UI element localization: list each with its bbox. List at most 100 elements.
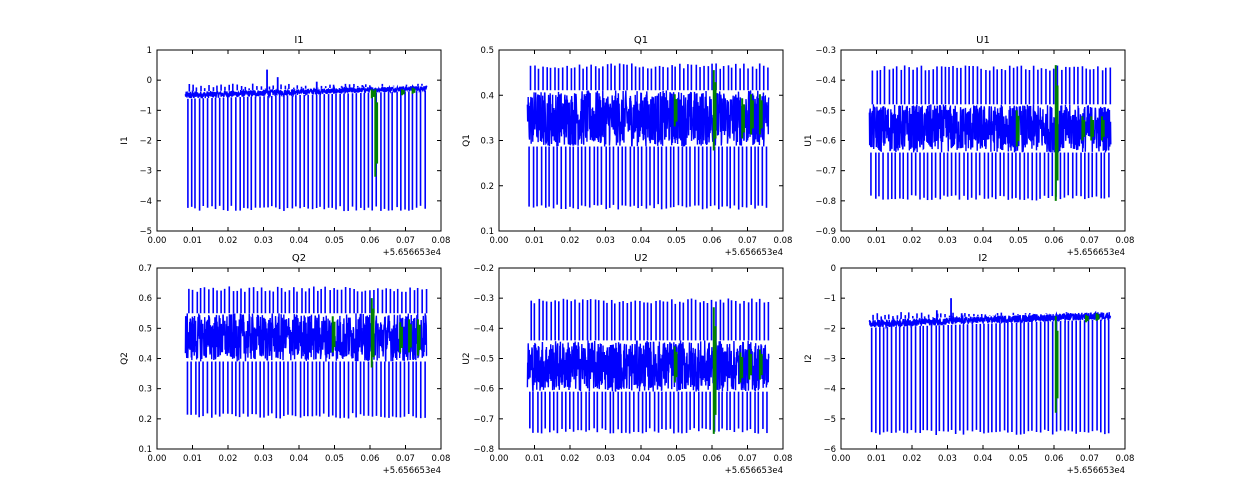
x-tick-label: 0.01 (183, 454, 202, 464)
plot-area (868, 65, 1112, 201)
x-tick-label: 0.02 (561, 236, 580, 246)
y-tick-label: −0.6 (815, 137, 836, 147)
y-axis-label: U2 (462, 352, 472, 364)
x-tick-label: 0.01 (867, 454, 886, 464)
series-green (1054, 313, 1100, 413)
x-tick-label: 0.04 (632, 454, 651, 464)
subplot-title: I1 (294, 35, 303, 46)
subplot-title: I2 (978, 253, 987, 264)
x-tick-label: 0.03 (596, 454, 615, 464)
subplot-q2: 0.00 0.01 0.02 0.03 0.04 0.05 0.06 0.07 0.08 0.1 0… (120, 253, 450, 476)
x-tick-label: 0.07 (738, 236, 757, 246)
y-tick-label: −0.7 (473, 415, 494, 425)
subplot-u1: 0.00 0.01 0.02 0.03 0.04 0.05 0.06 0.07 0.08 −0.9… (804, 35, 1134, 258)
subplot-i1: 0.00 0.01 0.02 0.03 0.04 0.05 0.06 0.07 0.08 −5 −4… (120, 35, 450, 258)
plot-area (184, 69, 428, 212)
y-tick-label: −1 (823, 294, 836, 304)
x-tick-label: 0.00 (148, 454, 167, 464)
y-tick-label: −1 (139, 106, 152, 116)
y-tick-label: −5 (823, 415, 836, 425)
y-tick-label: −0.9 (815, 227, 836, 237)
y-tick-label: −0.8 (815, 197, 836, 207)
subplot-title: U2 (634, 253, 648, 264)
x-tick-label: 0.03 (938, 454, 957, 464)
series-band-line (184, 313, 428, 362)
y-axis-label: I1 (120, 136, 130, 144)
plot-area (184, 286, 428, 419)
x-tick-label: 0.08 (1116, 236, 1135, 246)
y-tick-label: −2 (823, 324, 836, 334)
series-green (331, 298, 421, 368)
y-tick-label: −0.7 (815, 167, 836, 177)
x-tick-label: 0.03 (254, 454, 273, 464)
series-green (1015, 65, 1105, 201)
y-tick-label: 0 (147, 76, 152, 86)
y-tick-label: 0.4 (138, 355, 152, 365)
x-tick-label: 0.02 (219, 236, 238, 246)
x-tick-label: 0.02 (561, 454, 580, 464)
y-tick-label: 0.1 (138, 445, 152, 455)
y-tick-label: −0.5 (815, 106, 836, 116)
subplot-u2: 0.00 0.01 0.02 0.03 0.04 0.05 0.06 0.07 0.08 −0.8… (462, 253, 792, 476)
x-tick-label: 0.03 (254, 236, 273, 246)
x-tick-label: 0.00 (832, 454, 851, 464)
x-offset-label: +5.656653e4 (383, 466, 441, 476)
x-tick-label: 0.08 (432, 236, 451, 246)
y-tick-label: −3 (139, 167, 152, 177)
x-offset-label: +5.656653e4 (383, 248, 441, 258)
y-tick-label: −4 (139, 197, 152, 207)
x-tick-label: 0.03 (938, 236, 957, 246)
plot-area (526, 298, 770, 434)
y-axis-label: Q1 (462, 134, 472, 147)
x-tick-label: 0.02 (903, 454, 922, 464)
y-tick-label: −0.3 (815, 46, 836, 56)
x-tick-label: 0.05 (1009, 454, 1028, 464)
plot-area (868, 298, 1112, 436)
subplot-q1: 0.00 0.01 0.02 0.03 0.04 0.05 0.06 0.07 0.08 0.1 0… (462, 35, 792, 258)
y-tick-label: 0.5 (480, 46, 494, 56)
x-tick-label: 0.01 (867, 236, 886, 246)
x-tick-label: 0.08 (774, 454, 793, 464)
x-tick-label: 0.08 (432, 454, 451, 464)
y-tick-label: 0 (831, 264, 836, 274)
series-band-line (868, 104, 1112, 153)
series-blue (526, 298, 770, 434)
y-tick-label: 1 (147, 46, 152, 56)
x-tick-label: 0.08 (1116, 454, 1135, 464)
series-band-line (184, 84, 428, 99)
series-band-line (868, 310, 1112, 330)
y-tick-label: 0.3 (138, 385, 152, 395)
y-tick-label: −5 (139, 227, 152, 237)
x-tick-label: 0.06 (361, 454, 380, 464)
y-tick-label: −0.3 (473, 294, 494, 304)
y-tick-label: −0.2 (473, 264, 494, 274)
x-tick-label: 0.08 (774, 236, 793, 246)
x-tick-label: 0.07 (1080, 454, 1099, 464)
y-tick-label: −0.4 (815, 76, 836, 86)
x-tick-label: 0.01 (525, 236, 544, 246)
x-tick-label: 0.01 (525, 454, 544, 464)
x-offset-label: +5.656653e4 (725, 466, 783, 476)
y-tick-label: 0.4 (480, 91, 494, 101)
series-blue (526, 63, 770, 210)
x-offset-label: +5.656653e4 (725, 248, 783, 258)
y-tick-label: −3 (823, 355, 836, 365)
y-tick-label: −4 (823, 385, 836, 395)
series-green (673, 70, 763, 151)
series-blue (868, 65, 1112, 201)
y-tick-label: 0.5 (138, 324, 152, 334)
x-offset-label: +5.656653e4 (1067, 466, 1125, 476)
x-tick-label: 0.04 (632, 236, 651, 246)
x-tick-label: 0.05 (325, 236, 344, 246)
x-tick-label: 0.02 (219, 454, 238, 464)
x-tick-label: 0.05 (667, 236, 686, 246)
y-tick-label: −2 (139, 137, 152, 147)
series-band-line (526, 340, 770, 392)
x-tick-label: 0.04 (974, 454, 993, 464)
series-blue (868, 298, 1112, 436)
y-tick-label: −0.6 (473, 385, 494, 395)
series-band-line (526, 90, 770, 147)
y-tick-label: −0.8 (473, 445, 494, 455)
x-tick-label: 0.07 (396, 454, 415, 464)
